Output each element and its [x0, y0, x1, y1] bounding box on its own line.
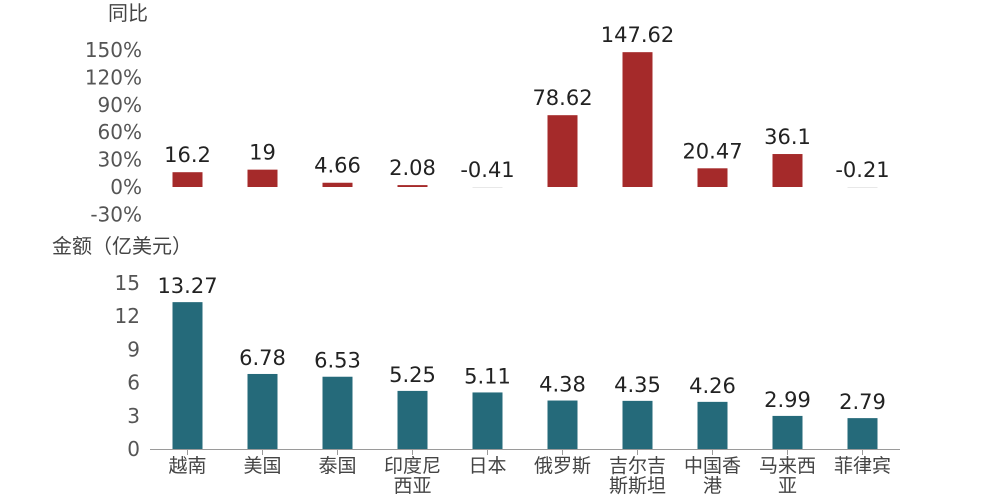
amount-data-label: 2.99: [764, 388, 811, 412]
category-label: 泰国: [318, 455, 356, 477]
category-label: 马来西: [759, 455, 816, 477]
yoy-y-tick: -30%: [90, 202, 142, 226]
yoy-data-label: -0.21: [835, 158, 889, 182]
amount-bar: [397, 390, 428, 449]
amount-y-tick: 6: [127, 371, 140, 395]
yoy-y-tick: 90%: [98, 93, 142, 117]
category-label: 印度尼: [384, 455, 441, 477]
yoy-y-tick: 150%: [85, 38, 142, 62]
category-label: 西亚: [393, 475, 431, 497]
yoy-data-label: 4.66: [314, 154, 361, 178]
category-label: 中国香: [684, 455, 741, 477]
amount-data-label: 5.25: [389, 363, 436, 387]
yoy-y-tick: 0%: [110, 175, 142, 199]
category-label: 吉尔吉: [609, 455, 666, 477]
category-label: 日本: [468, 455, 506, 477]
amount-bar: [322, 376, 353, 449]
amount-y-tick: 15: [115, 271, 140, 295]
yoy-data-label: -0.41: [460, 158, 514, 182]
yoy-bar: [472, 187, 503, 188]
yoy-data-label: 2.08: [389, 156, 436, 180]
yoy-bar: [247, 169, 278, 187]
yoy-bar-chart: 同比-30%0%30%60%90%120%150%16.2 194.66 2.08-…: [85, 1, 890, 226]
yoy-data-label: 147.62: [601, 23, 674, 47]
amount-bar: [772, 415, 803, 449]
amount-bar: [547, 400, 578, 449]
yoy-axis-title: 同比: [108, 1, 148, 25]
amount-data-label: 5.11: [464, 364, 511, 388]
amount-axis-title: 金额（亿美元）: [52, 234, 192, 258]
category-label: 港: [703, 475, 722, 497]
yoy-data-label: 16.2: [164, 143, 211, 167]
category-label: 斯斯坦: [609, 475, 666, 497]
amount-data-label: 4.26: [689, 374, 736, 398]
yoy-bar: [772, 154, 803, 187]
yoy-data-label: 20.47: [682, 139, 742, 163]
amount-data-label: 13.27: [157, 274, 217, 298]
yoy-bar: [397, 185, 428, 187]
amount-data-label: 4.35: [614, 373, 661, 397]
amount-bar-chart: 金额（亿美元） 0 3 6 9 12 15 13.27 6.78 6.53 5.25 5.11 4.38…: [52, 234, 900, 497]
amount-bar: [847, 418, 878, 449]
category-label: 越南: [168, 455, 206, 477]
yoy-bar: [622, 52, 653, 187]
amount-y-tick: 12: [115, 304, 140, 328]
amount-bar: [622, 400, 653, 449]
yoy-y-tick: 120%: [85, 65, 142, 89]
amount-bar: [247, 373, 278, 449]
yoy-bar: [697, 168, 728, 187]
yoy-y-tick: 30%: [98, 148, 142, 172]
category-label: 菲律宾: [834, 455, 891, 477]
amount-data-label: 4.38: [539, 373, 586, 397]
yoy-data-label: 19: [249, 141, 276, 165]
amount-data-label: 2.79: [839, 390, 886, 414]
amount-data-label: 6.78: [239, 346, 286, 370]
yoy-bar: [547, 115, 578, 187]
yoy-data-label: 36.1: [764, 125, 811, 149]
amount-bar: [472, 392, 503, 449]
yoy-data-label: 78.62: [532, 86, 592, 110]
category-label: 亚: [778, 475, 797, 497]
category-label: 美国: [243, 455, 281, 477]
amount-y-tick: 9: [127, 337, 140, 361]
yoy-y-tick: 60%: [98, 120, 142, 144]
amount-y-tick: 0: [127, 437, 140, 461]
amount-bar: [172, 302, 203, 449]
yoy-bar: [847, 187, 878, 188]
yoy-bar: [322, 182, 353, 187]
category-label: 俄罗斯: [534, 455, 591, 477]
yoy-bar: [172, 172, 203, 187]
amount-y-tick: 3: [127, 404, 140, 428]
amount-bar: [697, 401, 728, 449]
amount-data-label: 6.53: [314, 349, 361, 373]
